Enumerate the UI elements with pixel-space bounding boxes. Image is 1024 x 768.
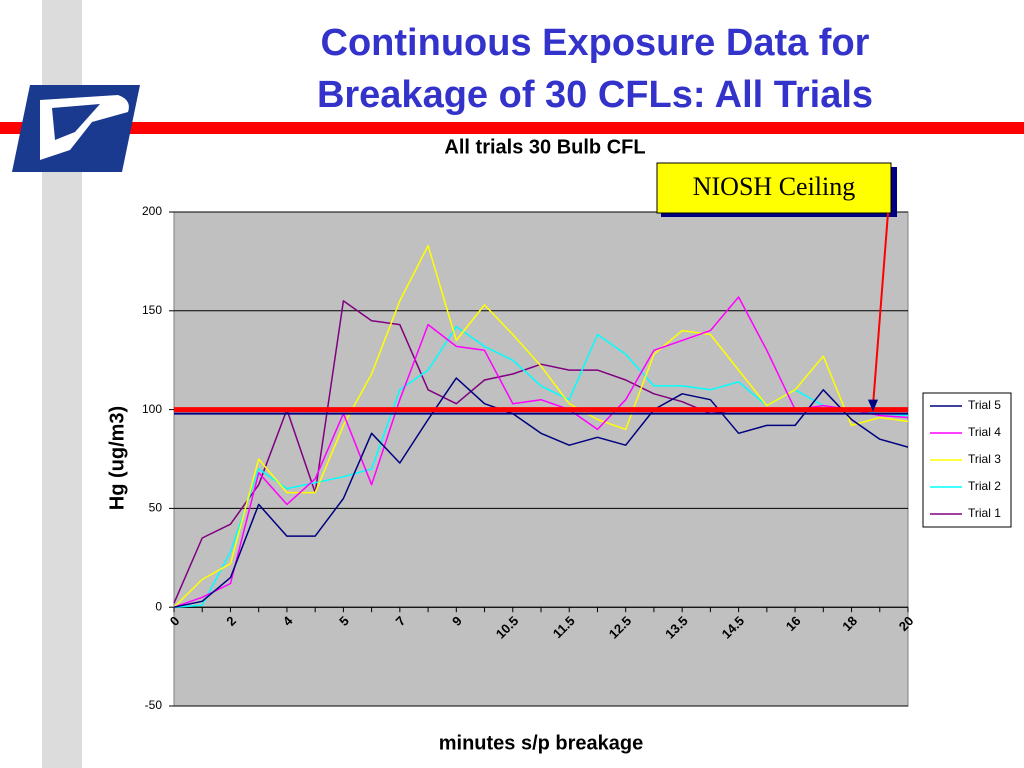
series-line — [173, 296, 909, 608]
red-stripe — [0, 122, 1024, 134]
legend-label: Trial 3 — [968, 452, 1001, 466]
legend-label: Trial 2 — [968, 479, 1001, 493]
annotation-text: NIOSH Ceiling — [693, 172, 856, 201]
x-axis-label: minutes s/p breakage — [439, 732, 644, 754]
series-line — [173, 244, 909, 608]
logo — [12, 85, 140, 172]
legend-label: Trial 4 — [968, 425, 1001, 439]
annotation-box — [656, 162, 892, 214]
legend-label: Trial 1 — [968, 506, 1001, 520]
slide-title: Continuous Exposure Data for — [321, 22, 870, 64]
legend-label: Trial 5 — [968, 398, 1001, 412]
series-line — [173, 377, 909, 608]
plot-area — [173, 211, 909, 707]
annotation-arrow — [872, 212, 889, 406]
chart-title: All trials 30 Bulb CFL — [444, 136, 645, 158]
y-tick-label: 0 — [155, 599, 162, 613]
y-tick-label: -50 — [145, 698, 163, 712]
y-tick-label: 50 — [149, 501, 163, 515]
y-tick-label: 150 — [142, 303, 162, 317]
slide-title: Breakage of 30 CFLs: All Trials — [317, 74, 873, 116]
y-axis-label: Hg (ug/m3) — [106, 406, 128, 510]
y-tick-label: 100 — [142, 402, 162, 416]
y-tick-label: 200 — [142, 204, 162, 218]
arrow-head — [868, 399, 878, 412]
